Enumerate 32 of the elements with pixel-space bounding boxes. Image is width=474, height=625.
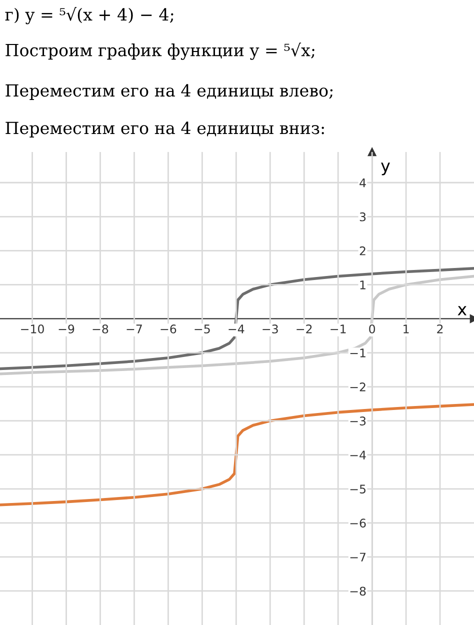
chart-title: г) y = ⁵√(x + 4) − 4; bbox=[5, 7, 174, 24]
line-series bbox=[0, 403, 474, 506]
y-tick-label: −2 bbox=[350, 382, 366, 392]
x-tick-label: −7 bbox=[126, 324, 142, 334]
y-tick-label: 1 bbox=[360, 280, 366, 290]
y-tick-label: −1 bbox=[350, 348, 366, 358]
y-tick-label: −6 bbox=[350, 518, 366, 528]
y-tick-label: −7 bbox=[350, 552, 366, 562]
x-tick-label: −10 bbox=[21, 324, 44, 334]
x-axis-title: x bbox=[458, 306, 467, 316]
x-tick-label: 2 bbox=[437, 324, 443, 334]
x-tick-label: 0 bbox=[369, 324, 376, 334]
x-tick-label: −4 bbox=[228, 324, 244, 334]
y-tick-label: −5 bbox=[350, 484, 366, 494]
y-axis-title: y bbox=[381, 162, 390, 176]
x-tick-label: −6 bbox=[160, 324, 176, 334]
text: Переместим его на 4 единицы вниз: bbox=[6, 122, 324, 138]
y-tick-label: −8 bbox=[350, 586, 366, 596]
y-tick-label: −3 bbox=[350, 416, 366, 426]
x-tick-label: −2 bbox=[296, 324, 312, 334]
x-tick-label: −9 bbox=[58, 324, 74, 334]
y-tick-label: −4 bbox=[350, 450, 366, 460]
chart-subtitle: Построим график функции y = ⁵√x; bbox=[6, 42, 314, 60]
y-tick-label: 2 bbox=[360, 246, 366, 256]
x-tick-label: 1 bbox=[404, 324, 409, 334]
y-tick-label: 3 bbox=[360, 212, 366, 222]
x-tick-label: −5 bbox=[194, 324, 210, 334]
x-tick-label: −1 bbox=[330, 324, 346, 334]
x-tick-label: −3 bbox=[262, 324, 278, 334]
text: Переместим его на 4 единицы влево; bbox=[6, 84, 333, 100]
x-tick-label: −8 bbox=[92, 324, 108, 334]
y-tick-label: 4 bbox=[360, 178, 366, 188]
